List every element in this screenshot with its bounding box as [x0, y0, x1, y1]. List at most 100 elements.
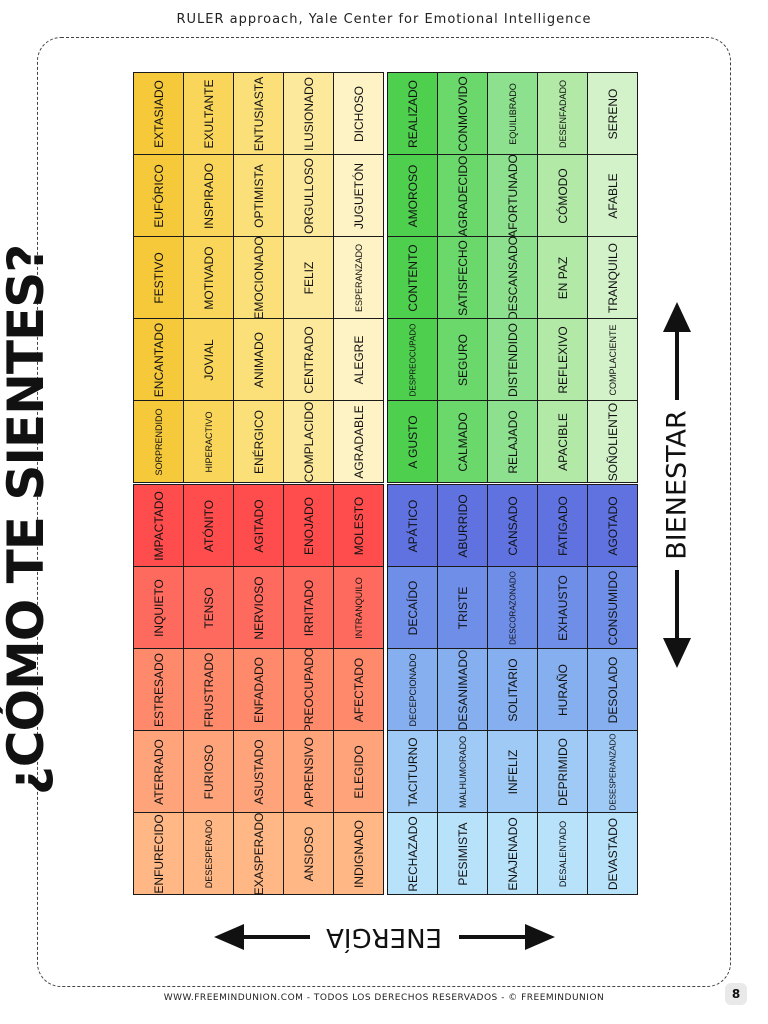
- emotion-label: CONTENTO: [405, 243, 420, 312]
- emotion-cell: DESESPERANZADO: [588, 731, 637, 812]
- emotion-cell: FELIZ: [284, 237, 333, 318]
- emotion-cell: TACITURNO: [388, 731, 437, 812]
- emotion-cell: ENFURECIDO: [134, 813, 183, 894]
- emotion-cell: OPTIMISTA: [234, 155, 283, 236]
- emotion-cell: ELEGIDO: [334, 731, 383, 812]
- emotion-cell: SORPRENDIDO: [134, 401, 183, 482]
- emotion-label: DEPRIMIDO: [555, 737, 570, 806]
- emotion-label: APRENSIVO: [301, 736, 316, 807]
- quadrant-green: REALIZADO CONMOVIDO EQUILIBRADO DESENFADADO…: [387, 72, 638, 483]
- emotion-cell: AGRADECIDO: [438, 155, 487, 236]
- emotion-label: CONSUMIDO: [605, 570, 620, 645]
- emotion-cell: MALHUMORADO: [438, 731, 487, 812]
- emotion-label: ESTRESADO: [151, 652, 166, 727]
- emotion-cell: ILUSIONADO: [284, 73, 333, 154]
- emotion-cell: COMPLACIDO: [284, 401, 333, 482]
- emotion-label: ATÓNITO: [201, 499, 216, 552]
- emotion-label: DESANIMADO: [455, 649, 470, 730]
- emotion-cell: SATISFECHO: [438, 237, 487, 318]
- emotion-label: PESIMISTA: [455, 821, 470, 886]
- emotion-cell: IMPACTADO: [134, 485, 183, 566]
- emotion-cell: FESTIVO: [134, 237, 183, 318]
- emotion-cell: ENÉRGICO: [234, 401, 283, 482]
- emotion-label: COMPLACIDO: [301, 401, 316, 482]
- emotion-label: EN PAZ: [555, 256, 570, 299]
- emotion-cell: ANSIOSO: [284, 813, 333, 894]
- emotion-label: INQUIETO: [151, 578, 166, 637]
- emotion-cell: DESENFADADO: [538, 73, 587, 154]
- emotion-cell: ANIMADO: [234, 319, 283, 400]
- emotion-label: ENFURECIDO: [151, 813, 166, 894]
- emotion-label: EXASPERADO: [251, 813, 266, 894]
- emotion-label: FELIZ: [301, 261, 316, 294]
- emotion-cell: TENSO: [184, 567, 233, 648]
- emotion-label: TACITURNO: [405, 736, 420, 807]
- page-number: 8: [725, 983, 747, 1005]
- emotion-label: SORPRENDIDO: [153, 407, 164, 476]
- emotion-cell: ATÓNITO: [184, 485, 233, 566]
- emotion-cell: SOÑOLIENTO: [588, 401, 637, 482]
- emotion-cell: DECEPCIONADO: [388, 649, 437, 730]
- emotion-label: REFLEXIVO: [555, 325, 570, 394]
- emotion-label: FURIOSO: [201, 744, 216, 799]
- emotion-cell: MOTIVADO: [184, 237, 233, 318]
- emotion-cell: EMOCIONADO: [234, 237, 283, 318]
- emotion-label: DESALENTADO: [557, 820, 568, 887]
- emotion-label: COMPLACIENTE: [607, 323, 618, 396]
- emotion-label: MOLESTO: [351, 496, 366, 555]
- emotion-cell: DESCANSADO: [488, 237, 537, 318]
- emotion-label: ILUSIONADO: [301, 76, 316, 151]
- page-frame: [37, 37, 731, 987]
- emotion-cell: AFABLE: [588, 155, 637, 236]
- emotion-grid-red: IMPACTADO ATÓNITO AGITADO ENOJADO MOLESTO INQ…: [133, 484, 384, 895]
- emotion-cell: INFELIZ: [488, 731, 537, 812]
- emotion-label: DESESPERADO: [203, 819, 214, 888]
- emotion-label: DESPREOCUPADO: [408, 323, 417, 396]
- emotion-cell: SOLITARIO: [488, 649, 537, 730]
- emotion-cell: SERENO: [588, 73, 637, 154]
- emotion-label: ELEGIDO: [351, 744, 366, 799]
- emotion-cell: CONMOVIDO: [438, 73, 487, 154]
- quadrant-blue: APÁTICO ABURRIDO CANSADO FATIGADO AGOTADO DEC…: [387, 484, 638, 895]
- emotion-cell: ENTUSIASTA: [234, 73, 283, 154]
- emotion-cell: APÁTICO: [388, 485, 437, 566]
- emotion-label: DESESPERANZADO: [608, 733, 617, 810]
- emotion-label: EMOCIONADO: [251, 237, 266, 318]
- emotion-cell: CONSUMIDO: [588, 567, 637, 648]
- emotion-cell: INTRANQUILO: [334, 567, 383, 648]
- emotion-grid-blue: APÁTICO ABURRIDO CANSADO FATIGADO AGOTADO DEC…: [387, 484, 638, 895]
- emotion-cell: ASUSTADO: [234, 731, 283, 812]
- emotion-label: EQUILIBRADO: [507, 82, 518, 145]
- emotion-label: RELAJADO: [505, 409, 520, 474]
- emotion-cell: DEVASTADO: [588, 813, 637, 894]
- emotion-cell: COMPLACIENTE: [588, 319, 637, 400]
- emotion-label: ORGULLOSO: [301, 157, 316, 234]
- emotion-label: SATISFECHO: [455, 239, 470, 316]
- emotion-cell: RELAJADO: [488, 401, 537, 482]
- emotion-label: IMPACTADO: [151, 490, 166, 561]
- emotion-label: DESENFADADO: [557, 79, 568, 148]
- emotion-label: ANSIOSO: [301, 826, 316, 881]
- arrow-right-icon: [459, 924, 555, 950]
- emotion-cell: CENTRADO: [284, 319, 333, 400]
- emotion-label: IRRITADO: [301, 579, 316, 636]
- page-footer: WWW.FREEMINDUNION.COM - TODOS LOS DERECH…: [163, 993, 605, 1003]
- emotion-label: CONMOVIDO: [455, 75, 470, 152]
- emotion-cell: RECHAZADO: [388, 813, 437, 894]
- emotion-cell: DESOLADO: [588, 649, 637, 730]
- emotion-label: DISTENDIDO: [505, 322, 520, 397]
- emotion-label: SOLITARIO: [505, 657, 520, 722]
- quadrant-red: IMPACTADO ATÓNITO AGITADO ENOJADO MOLESTO INQ…: [133, 484, 384, 895]
- emotion-cell: INSPIRADO: [184, 155, 233, 236]
- emotion-cell: CONTENTO: [388, 237, 437, 318]
- emotion-label: INTRANQUILO: [353, 576, 364, 639]
- emotion-cell: EN PAZ: [538, 237, 587, 318]
- arrow-up-icon: [663, 302, 691, 400]
- emotion-cell: ATERRADO: [134, 731, 183, 812]
- emotion-label: DEVASTADO: [605, 817, 620, 890]
- emotion-cell: ORGULLOSO: [284, 155, 333, 236]
- emotion-label: AFORTUNADO: [505, 155, 520, 236]
- emotion-label: SEGURO: [455, 333, 470, 386]
- emotion-label: ENOJADO: [301, 496, 316, 555]
- emotion-cell: FATIGADO: [538, 485, 587, 566]
